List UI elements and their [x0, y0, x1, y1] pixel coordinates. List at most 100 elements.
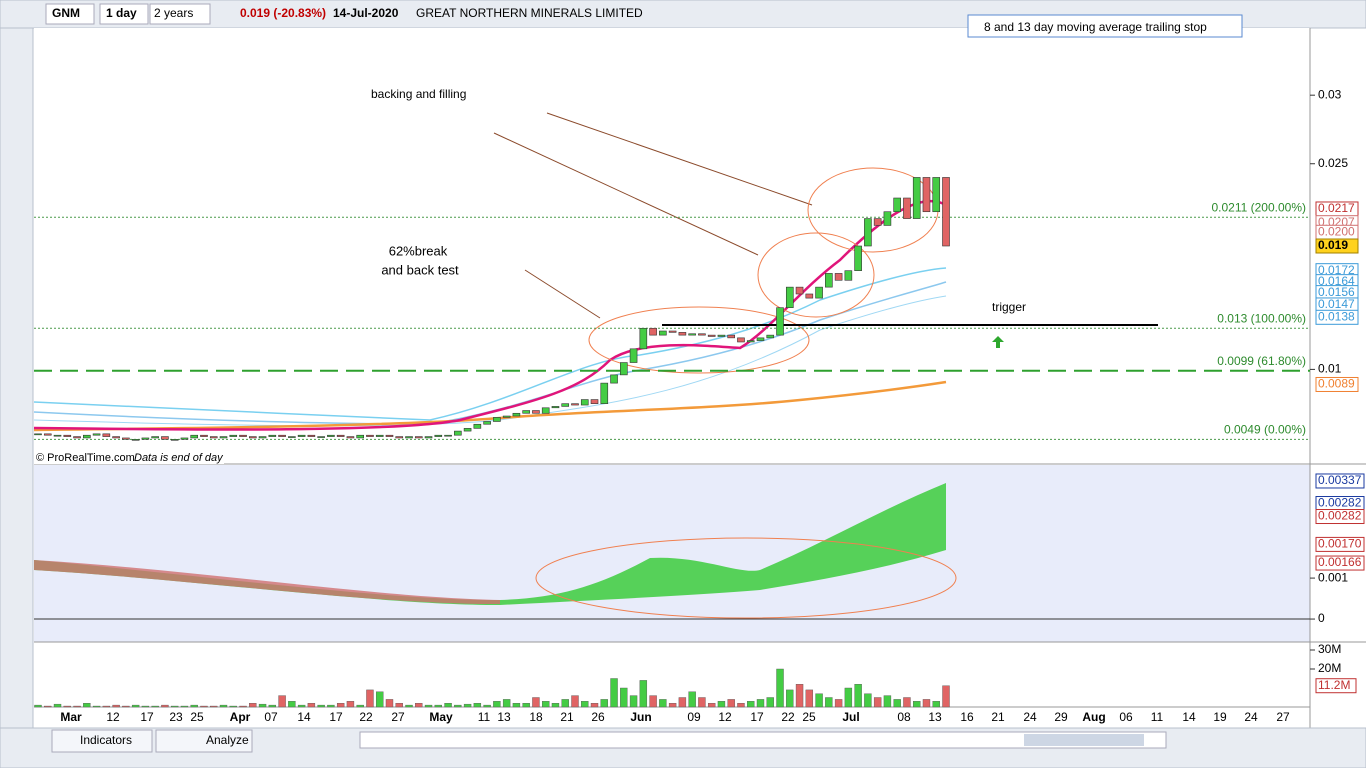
volume-bar — [346, 701, 355, 708]
candle — [200, 434, 208, 437]
x-tick-label: 11 — [1151, 710, 1164, 724]
scrollbar[interactable] — [359, 731, 1167, 749]
volume-bar — [688, 691, 696, 708]
indicators-label[interactable]: Indicators — [80, 733, 132, 747]
price-tag-label: 0.0147 — [1318, 297, 1355, 311]
period[interactable]: 2 years — [154, 6, 193, 20]
volume-bar — [883, 695, 892, 708]
candle — [707, 334, 716, 337]
x-tick-label: 12 — [718, 710, 732, 724]
volume-bar — [249, 703, 257, 708]
volume-bar — [659, 699, 667, 708]
x-tick-label: 27 — [1276, 710, 1290, 724]
candle — [903, 197, 911, 219]
volume-bar — [873, 697, 882, 708]
annotation-ellipse — [757, 232, 875, 318]
x-tick-label: 19 — [1213, 710, 1227, 724]
indicator-tag — [1315, 473, 1365, 489]
scroll-thumb[interactable] — [1024, 734, 1144, 746]
candle — [805, 293, 814, 299]
symbol[interactable]: GNM — [52, 6, 80, 20]
x-tick-label: Jun — [630, 710, 651, 724]
y-tick-label: 0.025 — [1318, 156, 1348, 170]
price-tag-label: 0.0172 — [1318, 263, 1355, 277]
indicator-tag — [1315, 509, 1365, 525]
analyze-button[interactable] — [155, 729, 253, 753]
candle — [83, 434, 91, 439]
candle — [92, 433, 101, 436]
volume-bar — [102, 705, 111, 708]
volume-bar — [122, 705, 130, 708]
candle — [170, 439, 179, 441]
volume-bar — [297, 704, 306, 708]
date: 14-Jul-2020 — [333, 6, 399, 20]
volume-bar — [629, 695, 638, 708]
x-tick-label: 18 — [529, 710, 543, 724]
volume-bar — [834, 699, 843, 708]
candle — [219, 436, 228, 439]
candle — [209, 436, 218, 439]
x-tick-label: 27 — [391, 710, 405, 724]
price-tag — [1315, 238, 1359, 254]
candle — [649, 327, 657, 336]
volume-bar — [737, 703, 745, 708]
candle — [854, 245, 862, 271]
indicator-area — [34, 483, 946, 605]
volume-bar — [707, 703, 716, 708]
volume-bar — [327, 704, 335, 708]
symbol-box[interactable] — [45, 3, 95, 25]
candle — [375, 434, 384, 437]
candle — [395, 436, 404, 439]
candle — [268, 434, 277, 437]
volume-bar — [903, 697, 911, 708]
fib-label: 0.0049 (0.00%) — [1224, 422, 1306, 436]
analyze-label[interactable]: Analyze — [206, 733, 249, 747]
indicator-label: 0.001 — [1318, 570, 1348, 584]
x-tick-label: 22 — [359, 710, 373, 724]
volume-bar — [571, 695, 579, 708]
candle — [288, 436, 296, 438]
volume-bar — [610, 678, 618, 708]
candle — [864, 218, 872, 247]
volume-bar — [239, 705, 247, 708]
volume-bar — [581, 701, 589, 708]
candle — [463, 428, 472, 432]
volume-tag-label: 11.2M — [1318, 678, 1350, 692]
volume-bar — [805, 689, 814, 708]
candle — [502, 415, 511, 418]
x-tick-label: 14 — [297, 710, 311, 724]
period-box[interactable] — [149, 3, 211, 25]
candle — [131, 439, 140, 441]
x-tick-label: 06 — [1119, 710, 1133, 724]
volume-bar — [483, 704, 491, 708]
annotation: backing and filling — [371, 87, 466, 101]
x-tick-label: 17 — [140, 710, 154, 724]
candle — [102, 433, 111, 437]
candle — [873, 218, 882, 226]
indicators-button[interactable] — [51, 729, 153, 753]
volume-bar — [795, 684, 804, 708]
interval-box[interactable] — [99, 3, 149, 25]
volume-bar — [356, 704, 364, 708]
x-tick-label: Jul — [842, 710, 859, 724]
candle — [248, 436, 257, 439]
footer-bg — [34, 450, 224, 464]
candle — [639, 327, 648, 350]
candle — [366, 434, 374, 437]
candle — [258, 436, 267, 439]
volume-bar — [73, 705, 81, 708]
x-tick-label: 25 — [802, 710, 816, 724]
annotation-line — [546, 112, 813, 206]
volume-bar — [268, 704, 277, 708]
volume-bar — [405, 704, 413, 708]
data-note: Data is end of day — [134, 452, 224, 464]
volume-bar — [151, 705, 159, 708]
interval[interactable]: 1 day — [106, 6, 137, 20]
price-tag-label: 0.019 — [1318, 238, 1348, 252]
volume-bar — [317, 704, 325, 708]
candle — [659, 330, 667, 336]
candle — [278, 434, 286, 437]
candle — [600, 382, 609, 404]
instrument-name: GREAT NORTHERN MINERALS LIMITED — [416, 6, 643, 20]
